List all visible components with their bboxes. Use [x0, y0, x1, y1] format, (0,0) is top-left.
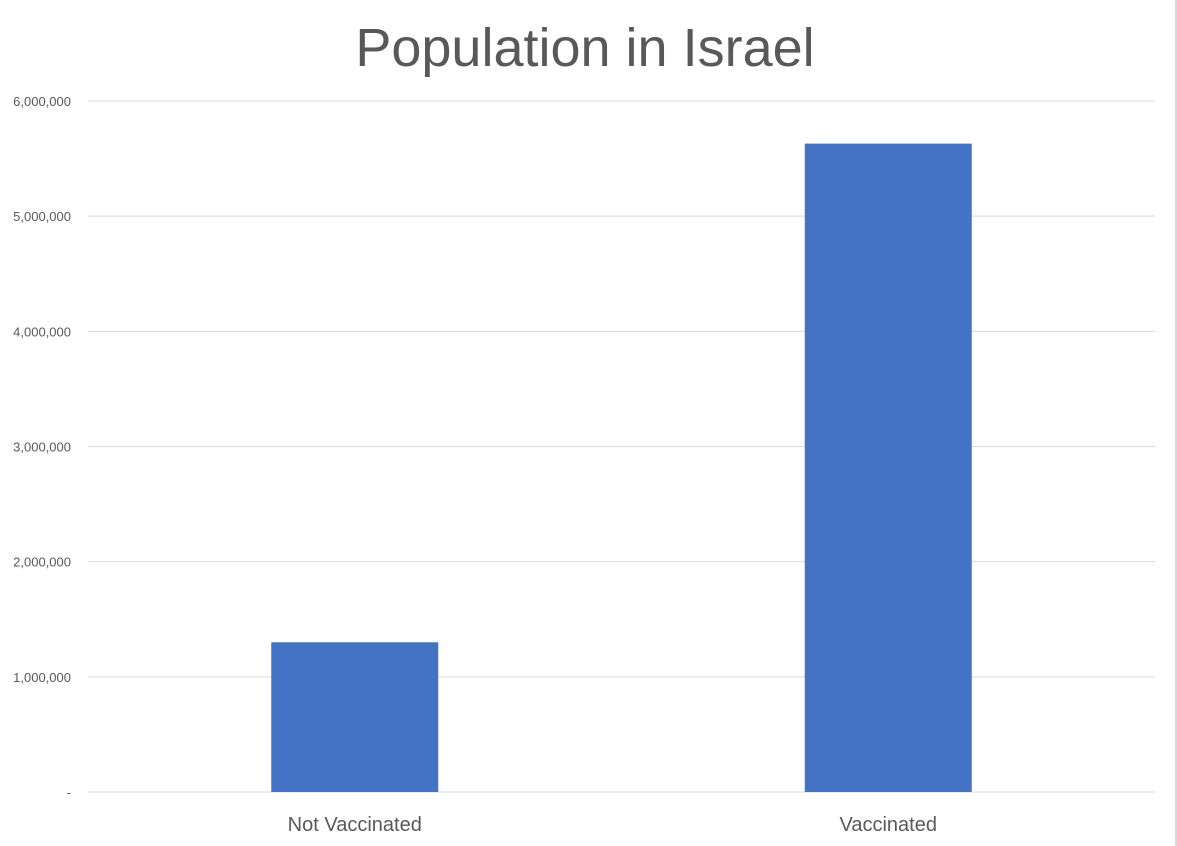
y-tick-label: 2,000,000	[13, 555, 71, 570]
y-tick-label: -	[67, 785, 71, 800]
gridlines	[88, 100, 1155, 793]
x-tick-label: Vaccinated	[840, 814, 937, 836]
bars	[271, 143, 972, 792]
y-tick-label: 4,000,000	[13, 324, 71, 339]
y-tick-label: 1,000,000	[13, 670, 71, 685]
x-axis-tick-labels: Not Vaccinated Vaccinated	[288, 814, 937, 836]
x-tick-label: Not Vaccinated	[288, 814, 422, 836]
y-tick-label: 6,000,000	[13, 94, 71, 109]
bar-vaccinated	[804, 143, 972, 792]
chart-title: Population in Israel	[355, 18, 814, 78]
bar-not-vaccinated	[271, 642, 439, 792]
y-tick-label: 3,000,000	[13, 440, 71, 455]
y-axis-tick-labels: - 1,000,000 2,000,000 3,000,000 4,000,000 5,0…	[13, 94, 71, 800]
y-tick-label: 5,000,000	[13, 209, 71, 224]
